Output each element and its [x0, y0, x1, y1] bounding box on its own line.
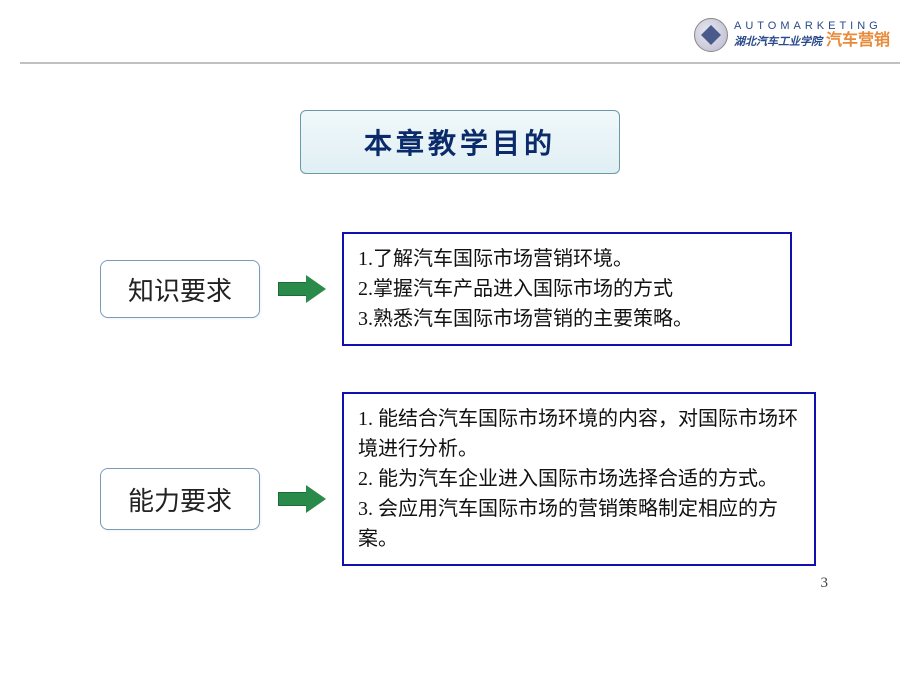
chapter-title: 本章教学目的 — [364, 122, 556, 162]
header-text: AUTOMARKETING 湖北汽车工业学院汽车营销 — [734, 20, 890, 50]
list-item: 3.熟悉汽车国际市场营销的主要策略。 — [358, 304, 776, 334]
list-item: 1.了解汽车国际市场营销环境。 — [358, 244, 776, 274]
list-item: 1. 能结合汽车国际市场环境的内容，对国际市场环境进行分析。 — [358, 404, 800, 464]
section-knowledge: 知识要求 1.了解汽车国际市场营销环境。 2.掌握汽车产品进入国际市场的方式 3… — [100, 232, 792, 346]
content-ability: 1. 能结合汽车国际市场环境的内容，对国际市场环境进行分析。 2. 能为汽车企业… — [342, 392, 816, 566]
header-divider — [20, 62, 900, 64]
header-institute: 湖北汽车工业学院 — [734, 36, 822, 48]
label-knowledge: 知识要求 — [100, 260, 260, 318]
chapter-title-box: 本章教学目的 — [300, 110, 620, 174]
header-department: 汽车营销 — [826, 32, 890, 49]
header-bottom-line: 湖北汽车工业学院汽车营销 — [734, 32, 890, 50]
page-number: 3 — [821, 575, 829, 592]
list-item: 3. 会应用汽车国际市场的营销策略制定相应的方案。 — [358, 494, 800, 554]
list-item: 2.掌握汽车产品进入国际市场的方式 — [358, 274, 776, 304]
logo-icon — [694, 18, 728, 52]
label-ability: 能力要求 — [100, 468, 260, 530]
content-knowledge: 1.了解汽车国际市场营销环境。 2.掌握汽车产品进入国际市场的方式 3.熟悉汽车… — [342, 232, 792, 346]
header-top-line: AUTOMARKETING — [734, 20, 890, 32]
arrow-icon — [278, 485, 328, 513]
list-item: 2. 能为汽车企业进入国际市场选择合适的方式。 — [358, 464, 800, 494]
header-logo-block: AUTOMARKETING 湖北汽车工业学院汽车营销 — [694, 18, 890, 52]
arrow-icon — [278, 275, 328, 303]
section-ability: 能力要求 1. 能结合汽车国际市场环境的内容，对国际市场环境进行分析。 2. 能… — [100, 392, 816, 566]
